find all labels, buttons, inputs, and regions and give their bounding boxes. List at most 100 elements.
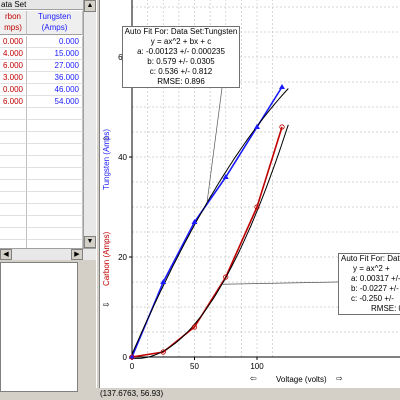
carbon-cell[interactable]: 6.000: [0, 96, 27, 108]
empty-cell[interactable]: [27, 168, 83, 180]
carbon-cell[interactable]: 0.000: [0, 84, 27, 96]
data-table[interactable]: ata Set rbon mps) Tungsten (Amps) 0.000 0…: [0, 0, 84, 248]
empty-cell[interactable]: [27, 204, 83, 216]
tungsten-cell[interactable]: 36.000: [27, 72, 83, 84]
empty-cell[interactable]: [0, 156, 27, 168]
scroll-up-arrow-icon[interactable]: ▲: [84, 0, 96, 12]
carbon-cell[interactable]: 0.000: [0, 36, 27, 48]
x-axis-right-arrow-icon[interactable]: ⇨: [336, 374, 343, 383]
carbon-cell[interactable]: 3.000: [0, 72, 27, 84]
carbon-fit-curve: [131, 124, 289, 359]
data-table-pane: ata Set rbon mps) Tungsten (Amps) 0.000 0…: [0, 0, 96, 400]
empty-cell[interactable]: [0, 168, 27, 180]
tungsten-fit-equation: y = ax^2 + bx + c: [150, 37, 212, 46]
carbon-point-marker: [254, 204, 260, 210]
table-vertical-scrollbar[interactable]: ▲ ▼: [83, 0, 96, 248]
tungsten-fit-rmse: RMSE: 0.896: [157, 77, 205, 86]
tungsten-fit-curve: [131, 88, 289, 355]
empty-cell[interactable]: [0, 240, 27, 248]
empty-cell[interactable]: [0, 228, 27, 240]
empty-cell[interactable]: [27, 156, 83, 168]
empty-panel: [0, 262, 78, 392]
data-set-title: ata Set: [0, 0, 83, 10]
empty-cell[interactable]: [27, 144, 83, 156]
carbon-fit-b: b: -0.0227 +/-: [351, 284, 399, 293]
y-tick-label: 0: [123, 353, 128, 362]
empty-cell[interactable]: [0, 216, 27, 228]
carbon-cell[interactable]: 4.000: [0, 48, 27, 60]
empty-cell[interactable]: [0, 144, 27, 156]
empty-cell[interactable]: [27, 180, 83, 192]
pane-splitter[interactable]: [96, 0, 100, 400]
tungsten-fit-box[interactable]: Auto Fit For: Data Set:Tungsten y = ax^2…: [122, 26, 240, 88]
tungsten-point-marker: [254, 124, 260, 129]
carbon-header-line2: mps): [4, 23, 22, 32]
cursor-coordinates: (137.6763, 56.93): [100, 389, 164, 398]
carbon-point-marker: [129, 354, 135, 360]
carbon-fit-box[interactable]: Auto Fit For: Data y = ax^2 + a: 0.00317…: [338, 253, 400, 315]
carbon-fit-a: a: 0.00317 +/-: [351, 274, 400, 283]
status-bar: (137.6763, 56.93): [96, 388, 400, 400]
carbon-axis-label[interactable]: Carbon (Amps): [102, 231, 111, 286]
carbon-point-marker: [223, 274, 229, 280]
tungsten-fit-a: a: -0.00123 +/- 0.000235: [137, 47, 225, 56]
tungsten-header-line2: (Amps): [41, 23, 68, 32]
carbon-header-line1: rbon: [4, 12, 21, 21]
tungsten-fit-title: Auto Fit For: Data Set:Tungsten: [124, 27, 238, 36]
empty-cell[interactable]: [27, 192, 83, 204]
empty-cell[interactable]: [0, 132, 27, 144]
x-tick-label: 100: [250, 362, 264, 371]
tungsten-fit-b: b: 0.579 +/- 0.0305: [147, 57, 215, 66]
tungsten-data-line: [131, 86, 283, 358]
carbon-fit-rmse: RMSE: 0: [371, 304, 400, 313]
tungsten-axis-label[interactable]: Tungsten (Amps): [102, 128, 111, 190]
table-horizontal-scrollbar[interactable]: ◀ ▶: [0, 248, 96, 260]
tungsten-header-line1: Tungsten: [37, 12, 72, 21]
tungsten-cell[interactable]: 0.000: [27, 36, 83, 48]
x-axis-label[interactable]: Voltage (volts): [276, 375, 327, 384]
tungsten-point-marker: [222, 174, 229, 179]
tungsten-point-marker: [160, 279, 167, 284]
graph-area[interactable]: 0204060050100 ⇧ Tungsten (Amps) Carbon (…: [100, 0, 400, 400]
tungsten-point-marker: [279, 84, 285, 89]
empty-cell[interactable]: [27, 240, 83, 248]
empty-cell[interactable]: [27, 228, 83, 240]
x-tick-label: 0: [130, 362, 135, 371]
scroll-left-arrow-icon[interactable]: ◀: [0, 249, 12, 260]
tungsten-column-header[interactable]: Tungsten (Amps): [27, 11, 83, 35]
tungsten-fit-leader-line: [206, 87, 223, 203]
carbon-fit-leader-line: [221, 281, 339, 285]
empty-cell[interactable]: [27, 120, 83, 132]
empty-cell[interactable]: [0, 108, 27, 120]
tungsten-cell[interactable]: 46.000: [27, 84, 83, 96]
empty-cell[interactable]: [0, 204, 27, 216]
carbon-point-marker: [279, 124, 285, 130]
carbon-fit-c: c: -0.250 +/-: [351, 294, 394, 303]
carbon-point-marker: [191, 324, 198, 330]
empty-cell[interactable]: [0, 180, 27, 192]
tungsten-point-marker: [191, 219, 198, 224]
tungsten-cell[interactable]: 15.000: [27, 48, 83, 60]
carbon-fit-equation: y = ax^2 +: [353, 264, 390, 273]
empty-cell[interactable]: [27, 108, 83, 120]
x-tick-label: 50: [190, 362, 199, 371]
carbon-column-header[interactable]: rbon mps): [0, 11, 27, 35]
tungsten-cell[interactable]: 27.000: [27, 60, 83, 72]
carbon-cell[interactable]: 6.000: [0, 60, 27, 72]
carbon-point-marker: [160, 349, 166, 355]
tungsten-point-marker: [129, 354, 135, 359]
empty-cell[interactable]: [0, 120, 27, 132]
empty-cell[interactable]: [0, 192, 27, 204]
y-tick-label: 20: [118, 253, 127, 262]
empty-cell[interactable]: [27, 132, 83, 144]
carbon-fit-title: Auto Fit For: Data: [341, 254, 400, 263]
y-axis-down-arrow-icon[interactable]: ⇩: [102, 301, 111, 308]
tungsten-cell[interactable]: 54.000: [27, 96, 83, 108]
tungsten-fit-c: c: 0.536 +/- 0.812: [149, 67, 213, 76]
scroll-right-arrow-icon[interactable]: ▶: [71, 249, 83, 260]
empty-cell[interactable]: [27, 216, 83, 228]
scroll-down-arrow-icon[interactable]: ▼: [84, 236, 96, 248]
carbon-data-line: [131, 126, 283, 358]
y-tick-label: 40: [118, 153, 127, 162]
x-axis-left-arrow-icon[interactable]: ⇦: [250, 374, 257, 383]
